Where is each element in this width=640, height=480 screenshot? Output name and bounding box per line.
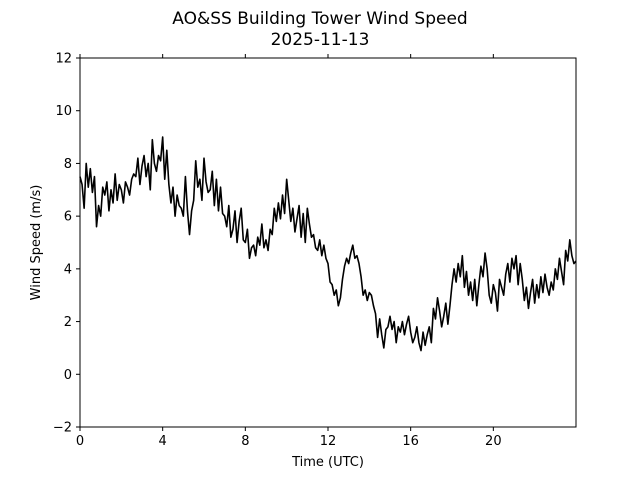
axis-ticks: 0 4 8 12 16 20 −2 0 2 4 6 8 10 12 xyxy=(53,52,502,450)
y-tick-label: 10 xyxy=(55,104,72,119)
chart-title: AO&SS Building Tower Wind Speed xyxy=(172,9,467,29)
y-tick-label: 2 xyxy=(64,315,72,330)
x-tick-label: 16 xyxy=(402,434,419,449)
chart-subtitle: 2025-11-13 xyxy=(271,30,370,50)
series-group xyxy=(79,136,577,352)
x-tick-label: 0 xyxy=(76,434,84,449)
y-tick-label: −2 xyxy=(53,421,72,436)
y-tick-label: 6 xyxy=(64,210,72,225)
x-tick-label: 4 xyxy=(159,434,167,449)
series-line-0 xyxy=(79,136,577,352)
x-tick-label: 8 xyxy=(241,434,249,449)
x-axis-label: Time (UTC) xyxy=(291,455,364,470)
plot-frame xyxy=(79,57,577,428)
plot-area xyxy=(80,58,576,427)
y-tick-label: 8 xyxy=(64,157,72,172)
y-tick-label: 4 xyxy=(64,262,72,277)
x-tick-label: 20 xyxy=(485,434,502,449)
y-tick-label: 12 xyxy=(55,52,72,67)
x-tick-label: 12 xyxy=(320,434,337,449)
y-tick-label: 0 xyxy=(64,368,72,383)
y-axis-label: Wind Speed (m/s) xyxy=(29,185,44,301)
